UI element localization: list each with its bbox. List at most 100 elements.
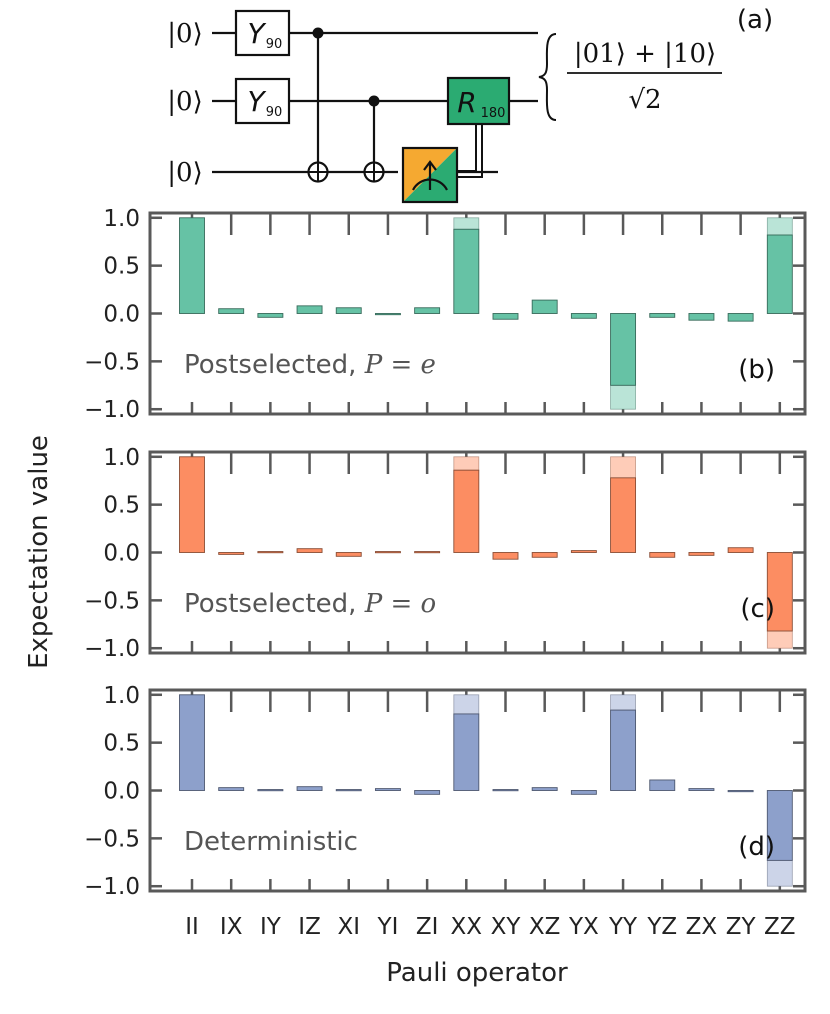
x-category-label: XX (451, 914, 483, 940)
bar-XY (492, 552, 519, 560)
panel-c: 1.0 0.5 0.0 −0.5 −1.0 Postselected, P = o (c) (84, 445, 807, 662)
y-tick-label: 0.5 (103, 493, 140, 519)
ideal-value-bar (610, 384, 636, 410)
bar-XI (335, 789, 362, 792)
y-tick-label: 1.0 (103, 445, 140, 471)
bar-ZZ (766, 234, 793, 314)
bar-ZY (727, 313, 754, 322)
bar-YY (610, 477, 637, 553)
y90-gate-sub-1: 90 (266, 37, 283, 52)
bar-XI (335, 307, 362, 314)
bar-II (179, 217, 205, 314)
x-axis-title: Pauli operator (386, 958, 568, 988)
bar-XY (492, 789, 519, 792)
output-state-numerator: |01⟩ + |10⟩ (574, 39, 716, 69)
bar-YX (570, 313, 597, 319)
bar-YI (374, 313, 401, 316)
annotation-label: Postselected, (184, 589, 365, 619)
r180-gate-box (446, 76, 511, 126)
quantum-circuit: |0⟩|0⟩|0⟩Y 90Y 90 R 180|01⟩ + |10⟩√2(a) (167, 5, 773, 204)
x-category-label: II (185, 914, 199, 940)
r180-gate-name: R (457, 86, 476, 119)
x-category-label: YX (568, 914, 599, 940)
bar-ZI (414, 790, 441, 795)
bar-XZ (531, 552, 558, 558)
x-category-label: IZ (298, 914, 321, 940)
y-tick-label: 1.0 (103, 683, 140, 709)
x-category-label: IX (220, 914, 243, 940)
bar-IY (257, 551, 284, 554)
panel-annotation: Postselected, P = o (184, 589, 436, 619)
x-category-label: ZY (726, 914, 757, 940)
x-category-label: IY (260, 914, 282, 940)
x-category-label: YY (608, 914, 638, 940)
x-category-label: YZ (646, 914, 677, 940)
y-tick-label: 0.5 (103, 731, 140, 757)
y-tick-label: 0.5 (103, 254, 140, 280)
panel-label-a: (a) (737, 5, 773, 35)
y-tick-label: 0.0 (103, 302, 140, 328)
panel-b: 1.0 0.5 0.0 −0.5 −1.0 Postselected, P = e (b) (84, 206, 807, 423)
bar-YX (570, 550, 597, 553)
y-tick-label: 0.0 (103, 541, 140, 567)
panel-annotation: Postselected, P = e (184, 350, 436, 380)
y-tick-label: −1.0 (84, 874, 140, 900)
bar-XX (453, 469, 480, 553)
ideal-value-bar (610, 694, 636, 711)
bar-XX (453, 228, 480, 314)
bar-YI (374, 788, 401, 791)
x-category-label: ZX (686, 914, 718, 940)
bar-YY (610, 709, 637, 791)
bar-II (179, 694, 205, 791)
axis-labels: II IX IY IZ XI YI ZI XX XY XZ YX YY YZ ZX ZY ZZ Pauli op… (24, 435, 796, 988)
bar-ZX (688, 788, 715, 791)
qubit-label-2: |0⟩ (167, 87, 202, 117)
bar-ZI (414, 307, 441, 314)
y90-gate-box-1 (234, 9, 291, 57)
bar-ZI (414, 551, 441, 554)
bar-XX (453, 713, 480, 791)
panel-label: (c) (740, 594, 775, 624)
classical-wire-b (458, 124, 483, 178)
y-tick-label: 0.0 (103, 779, 140, 805)
y-tick-label: −1.0 (84, 636, 140, 662)
cnot-control-dot-1 (312, 27, 324, 39)
x-category-label: ZZ (764, 914, 796, 940)
x-category-label: XI (337, 914, 360, 940)
bar-IX (218, 308, 245, 314)
bar-YZ (649, 552, 676, 558)
y-tick-label: −1.0 (84, 397, 140, 423)
y90-gate-name-2: Y (247, 85, 266, 118)
y90-gate-name-1: Y (247, 17, 266, 50)
panel-d: 1.0 0.5 0.0 −0.5 −1.0 Deterministic (d) (84, 683, 807, 900)
ideal-value-bar (766, 217, 793, 236)
x-category-label: XY (491, 914, 522, 940)
bar-ZX (688, 313, 715, 321)
y-tick-label: −0.5 (84, 826, 140, 852)
bar-II (179, 456, 205, 553)
bar-IX (218, 552, 245, 555)
bar-ZZ (766, 552, 793, 632)
bar-panels: 1.0 0.5 0.0 −0.5 −1.0 Postselected, P = e (b) 1… (84, 206, 807, 900)
x-category-label: ZI (416, 914, 439, 940)
annotation-math: P = e (364, 350, 436, 380)
ideal-value-bar (766, 859, 793, 887)
ideal-value-bar (453, 217, 480, 230)
x-category-label: XZ (529, 914, 561, 940)
bar-IX (218, 787, 245, 791)
qubit-label-3: |0⟩ (167, 158, 202, 188)
measurement-box (401, 146, 459, 204)
panel-label: (b) (738, 355, 775, 385)
bar-XZ (531, 787, 558, 791)
ideal-value-bar (610, 456, 636, 479)
y90-gate-sub-2: 90 (266, 105, 283, 120)
y-axis-title: Expectation value (24, 435, 54, 669)
bar-IZ (296, 548, 323, 553)
y-tick-label: 1.0 (103, 206, 140, 232)
output-state-denominator: √2 (628, 85, 661, 115)
ideal-value-bar (453, 694, 480, 715)
bar-YZ (649, 779, 676, 791)
bar-XI (335, 552, 362, 557)
cnot-control-dot-2 (368, 95, 380, 107)
